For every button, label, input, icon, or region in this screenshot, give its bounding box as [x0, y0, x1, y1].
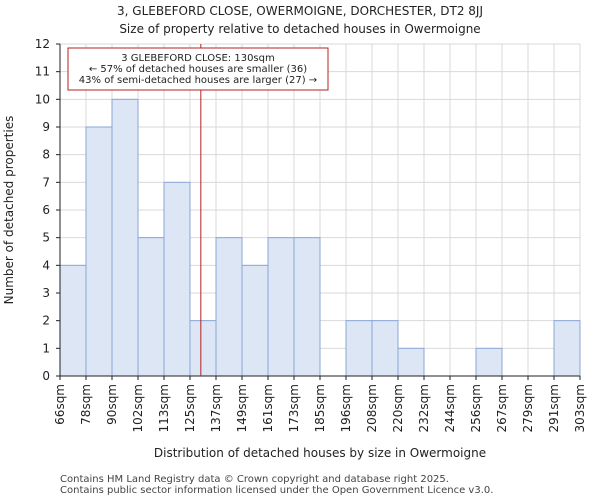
x-tick-label: 102sqm [131, 384, 145, 432]
annotation-line-2: ← 57% of detached houses are smaller (36… [89, 64, 307, 75]
y-tick-label: 1 [42, 341, 50, 355]
y-tick-label: 12 [35, 37, 50, 51]
x-tick-label: 125sqm [183, 384, 197, 432]
histogram-bar [163, 181, 191, 377]
histogram-bar [137, 237, 165, 377]
x-tick-label: 173sqm [287, 384, 301, 432]
histogram-bar [293, 237, 321, 377]
y-tick-label: 7 [42, 175, 50, 189]
y-tick-label: 6 [42, 203, 50, 217]
x-tick-label: 161sqm [261, 384, 275, 432]
x-tick-label: 220sqm [391, 384, 405, 432]
x-tick-label: 137sqm [209, 384, 223, 432]
histogram-bar [215, 237, 243, 377]
y-axis-label: Number of detached properties [2, 116, 16, 305]
histogram-bar [475, 347, 503, 377]
x-tick-label: 90sqm [105, 384, 119, 425]
x-tick-label: 303sqm [573, 384, 587, 432]
y-tick-label: 5 [42, 231, 50, 245]
y-tick-label: 3 [42, 286, 50, 300]
bars [59, 98, 581, 377]
x-tick-label: 267sqm [495, 384, 509, 432]
x-tick-label: 185sqm [313, 384, 327, 432]
chart-subtitle: Size of property relative to detached ho… [119, 22, 481, 36]
histogram-bar [59, 264, 87, 377]
footer-licence: Contains public sector information licen… [60, 485, 494, 496]
x-tick-label: 256sqm [469, 384, 483, 432]
y-tick-label: 10 [35, 92, 50, 106]
histogram-bar [553, 320, 581, 377]
x-tick-label: 113sqm [157, 384, 171, 432]
x-ticks: 66sqm 78sqm 90sqm 102sqm 113sqm 125sqm 137sqm 1… [53, 376, 587, 432]
x-tick-label: 149sqm [235, 384, 249, 432]
x-tick-label: 208sqm [365, 384, 379, 432]
y-tick-label: 0 [42, 369, 50, 383]
y-tick-label: 9 [42, 120, 50, 134]
histogram-bar [371, 320, 399, 377]
histogram-bar [345, 320, 373, 377]
x-tick-label: 279sqm [521, 384, 535, 432]
x-tick-label: 66sqm [53, 384, 67, 425]
chart-title-address: 3, GLEBEFORD CLOSE, OWERMOIGNE, DORCHEST… [117, 4, 483, 18]
annotation-box: 3 GLEBEFORD CLOSE: 130sqm ← 57% of detac… [67, 47, 329, 91]
y-tick-label: 4 [42, 258, 50, 272]
annotation-box-frame [67, 47, 329, 91]
histogram-bar [85, 126, 113, 377]
histogram-bar [267, 237, 295, 377]
footer-copyright: Contains HM Land Registry data © Crown c… [60, 474, 449, 485]
x-tick-label: 78sqm [79, 384, 93, 425]
x-tick-label: 196sqm [339, 384, 353, 432]
x-axis-label: Distribution of detached houses by size … [154, 446, 486, 460]
histogram-bar [111, 98, 139, 377]
y-tick-label: 11 [35, 65, 50, 79]
histogram-bar [397, 347, 425, 377]
y-tick-label: 2 [42, 314, 50, 328]
annotation-line-1: 3 GLEBEFORD CLOSE: 130sqm [121, 53, 274, 64]
x-tick-label: 291sqm [547, 384, 561, 432]
histogram-bar [241, 264, 269, 377]
histogram-bar [189, 320, 217, 377]
annotation-line-3: 43% of semi-detached houses are larger (… [79, 75, 317, 86]
x-tick-label: 232sqm [417, 384, 431, 432]
x-tick-label: 244sqm [443, 384, 457, 432]
y-tick-label: 8 [42, 148, 50, 162]
